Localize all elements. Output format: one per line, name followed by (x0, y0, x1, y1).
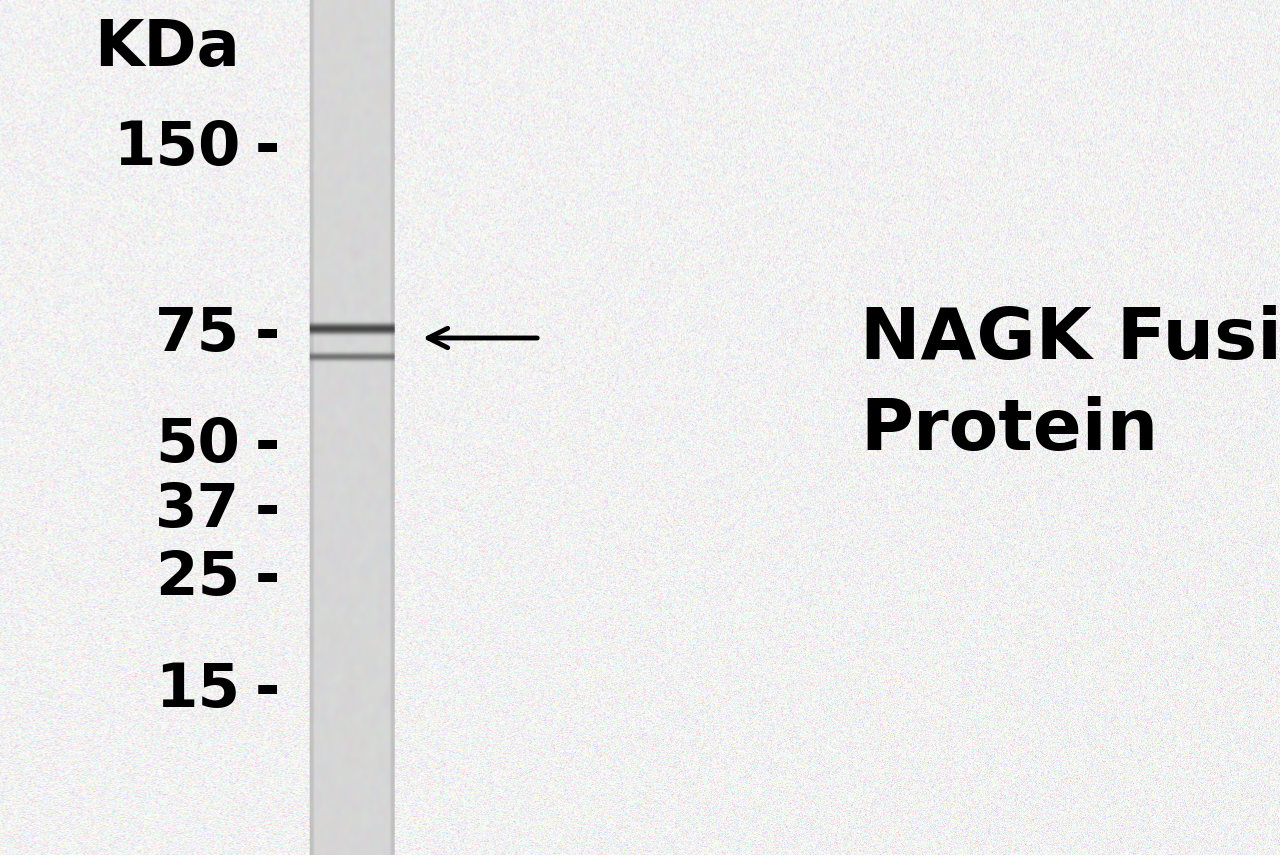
Text: KDa: KDa (95, 17, 241, 79)
Text: 15: 15 (155, 661, 241, 720)
Text: 50: 50 (155, 415, 241, 474)
Text: 150: 150 (113, 118, 241, 177)
Text: NAGK Fusion: NAGK Fusion (860, 306, 1280, 375)
Text: 75: 75 (155, 306, 241, 365)
Text: -: - (255, 480, 280, 539)
Text: Protein: Protein (860, 395, 1158, 465)
Text: -: - (255, 118, 280, 177)
Text: -: - (255, 306, 280, 365)
Text: -: - (255, 549, 280, 608)
Text: -: - (255, 415, 280, 474)
Text: -: - (255, 661, 280, 720)
Text: 37: 37 (155, 480, 241, 539)
Text: 25: 25 (155, 549, 241, 608)
